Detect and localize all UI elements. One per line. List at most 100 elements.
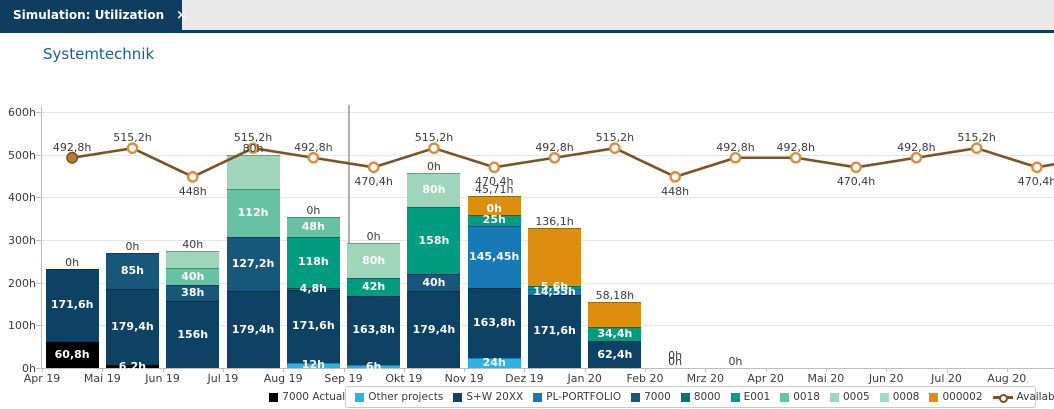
legend-item-0005[interactable]: 0005: [829, 391, 870, 403]
capacity-point[interactable]: [186, 171, 199, 183]
above-bar-label: 0h: [728, 355, 743, 368]
legend-item-7000-actual[interactable]: 7000 Actual: [269, 391, 345, 403]
capacity-point[interactable]: [729, 151, 742, 164]
bar-segment-8000[interactable]: [286, 287, 340, 290]
bar-segment-s-w-20xx[interactable]: [467, 287, 521, 358]
bar-segment-label: 127,2h: [231, 257, 275, 271]
capacity-value-label: 448h: [661, 184, 690, 198]
capacity-point[interactable]: [126, 142, 139, 154]
bar-segment-s-w-20xx[interactable]: [286, 289, 340, 363]
capacity-point[interactable]: [609, 142, 621, 154]
capacity-value-label: 470,4h: [1017, 175, 1054, 189]
above-bar-label: 45,71h: [475, 182, 514, 196]
capacity-point[interactable]: [367, 161, 380, 174]
bar-segment-0005[interactable]: [347, 243, 401, 278]
bar-segment-s-w-20xx[interactable]: [347, 295, 401, 366]
bar-segment-e001[interactable]: [467, 215, 521, 226]
legend-item-available-capacity[interactable]: Available capacity: [992, 391, 1054, 403]
bar-segment-7000[interactable]: [407, 274, 461, 292]
capacity-point[interactable]: [66, 151, 79, 164]
legend-item-0018[interactable]: 0018: [780, 391, 820, 403]
legend-item-e001[interactable]: E001: [730, 391, 770, 403]
bar-segment-0018[interactable]: [286, 216, 340, 238]
legend-item-7000[interactable]: 7000: [631, 391, 671, 403]
bar-segment-label: 179,4h: [412, 322, 456, 336]
legend-swatch-icon: [453, 392, 463, 402]
above-bar-label: 80h: [242, 142, 264, 156]
bar-segment-pl-portfolio[interactable]: [528, 288, 582, 295]
capacity-point[interactable]: [488, 161, 501, 174]
bar-segment-s-w-20xx[interactable]: [226, 291, 280, 368]
bar-segment-000002[interactable]: [467, 195, 521, 216]
bar-segment-other-projects[interactable]: [286, 362, 340, 368]
capacity-point[interactable]: [1031, 161, 1043, 174]
bar-segment-s-w-20xx[interactable]: [588, 341, 642, 368]
bar-segment-s-w-20xx[interactable]: [45, 268, 99, 343]
y-axis-tick: [36, 368, 41, 369]
capacity-point[interactable]: [669, 171, 681, 183]
bar-segment-label: 48h: [301, 220, 325, 234]
y-axis-line: [41, 106, 42, 368]
bar-segment-pl-portfolio[interactable]: [467, 225, 521, 288]
bar-segment-e001[interactable]: [407, 206, 461, 275]
above-bar-label: 58,18h: [595, 288, 635, 302]
bar-segment-0005[interactable]: [166, 251, 220, 269]
bar-segment-s-w-20xx[interactable]: [407, 291, 461, 368]
bar-segment-other-projects[interactable]: [347, 365, 401, 368]
x-axis-label: Mai 20: [807, 372, 845, 385]
legend-item-other-projects[interactable]: Other projects: [355, 391, 443, 403]
capacity-point[interactable]: [970, 142, 983, 154]
bar-segment-7000-actual[interactable]: [105, 365, 159, 368]
legend-item-pl-portfolio[interactable]: PL-PORTFOLIO: [533, 391, 621, 403]
bar-segment-7000-actual[interactable]: [45, 342, 99, 368]
bar-segment-000002[interactable]: [588, 301, 642, 327]
capacity-point[interactable]: [307, 151, 320, 164]
bar-segment-0018[interactable]: [226, 189, 280, 238]
above-bar-label: 0h: [125, 239, 140, 253]
legend-label: Available capacity: [1016, 391, 1054, 403]
capacity-value-label: 470,4h: [475, 175, 514, 189]
capacity-point[interactable]: [850, 161, 862, 174]
bar-segment-s-w-20xx[interactable]: [166, 301, 220, 368]
x-axis-label: Jul 19: [207, 372, 239, 385]
close-icon[interactable]: ×: [176, 7, 188, 23]
bar-segment-s-w-20xx[interactable]: [528, 294, 582, 368]
bar-segment-000002[interactable]: [528, 228, 582, 287]
x-axis-label: Okt 19: [385, 372, 423, 385]
bar-segment-s-w-20xx[interactable]: [105, 288, 159, 366]
capacity-point[interactable]: [789, 151, 802, 164]
bar-segment-e001[interactable]: [588, 326, 642, 342]
legend-item-0008[interactable]: 0008: [879, 391, 919, 403]
legend-item-000002[interactable]: 000002: [929, 391, 983, 403]
bar-segment-7000[interactable]: [105, 252, 159, 289]
bar-segment-e001[interactable]: [347, 277, 401, 296]
bar-segment-e001[interactable]: [528, 286, 582, 289]
capacity-point[interactable]: [247, 142, 259, 154]
legend-item-s-w-20xx[interactable]: S+W 20XX: [453, 391, 523, 403]
capacity-value-label: 492,8h: [52, 140, 92, 154]
x-axis-label: Sep 19: [324, 372, 363, 385]
bar-segment-0005[interactable]: [226, 155, 280, 190]
bar-segment-7000[interactable]: [166, 285, 220, 302]
capacity-point[interactable]: [910, 151, 923, 164]
x-axis-tick: [765, 368, 767, 372]
bar-segment-label: 4,8h: [299, 281, 327, 295]
tab-simulation-utilization[interactable]: Simulation: Utilization ×: [0, 0, 187, 30]
bar-segment-other-projects[interactable]: [467, 357, 521, 368]
bar-segment-label: 156h: [177, 327, 209, 341]
bar-segment-label: 171,6h: [533, 324, 576, 338]
capacity-point[interactable]: [548, 151, 561, 164]
bar-segment-0018[interactable]: [166, 268, 220, 286]
x-axis-label: Jan 20: [567, 372, 602, 385]
capacity-point[interactable]: [428, 142, 440, 154]
bar-segment-7000[interactable]: [226, 237, 280, 292]
x-axis-label: Mai 19: [83, 372, 121, 385]
bar-segment-e001[interactable]: [286, 237, 340, 288]
bar-segment-0005[interactable]: [407, 172, 461, 207]
x-axis-label: Jun 20: [868, 372, 904, 385]
above-bar-label: 0h: [668, 355, 683, 368]
legend-item-8000[interactable]: 8000: [680, 391, 721, 403]
top-tab-bar: Simulation: Utilization ×: [0, 0, 1054, 33]
legend-label: 0018: [793, 391, 820, 403]
